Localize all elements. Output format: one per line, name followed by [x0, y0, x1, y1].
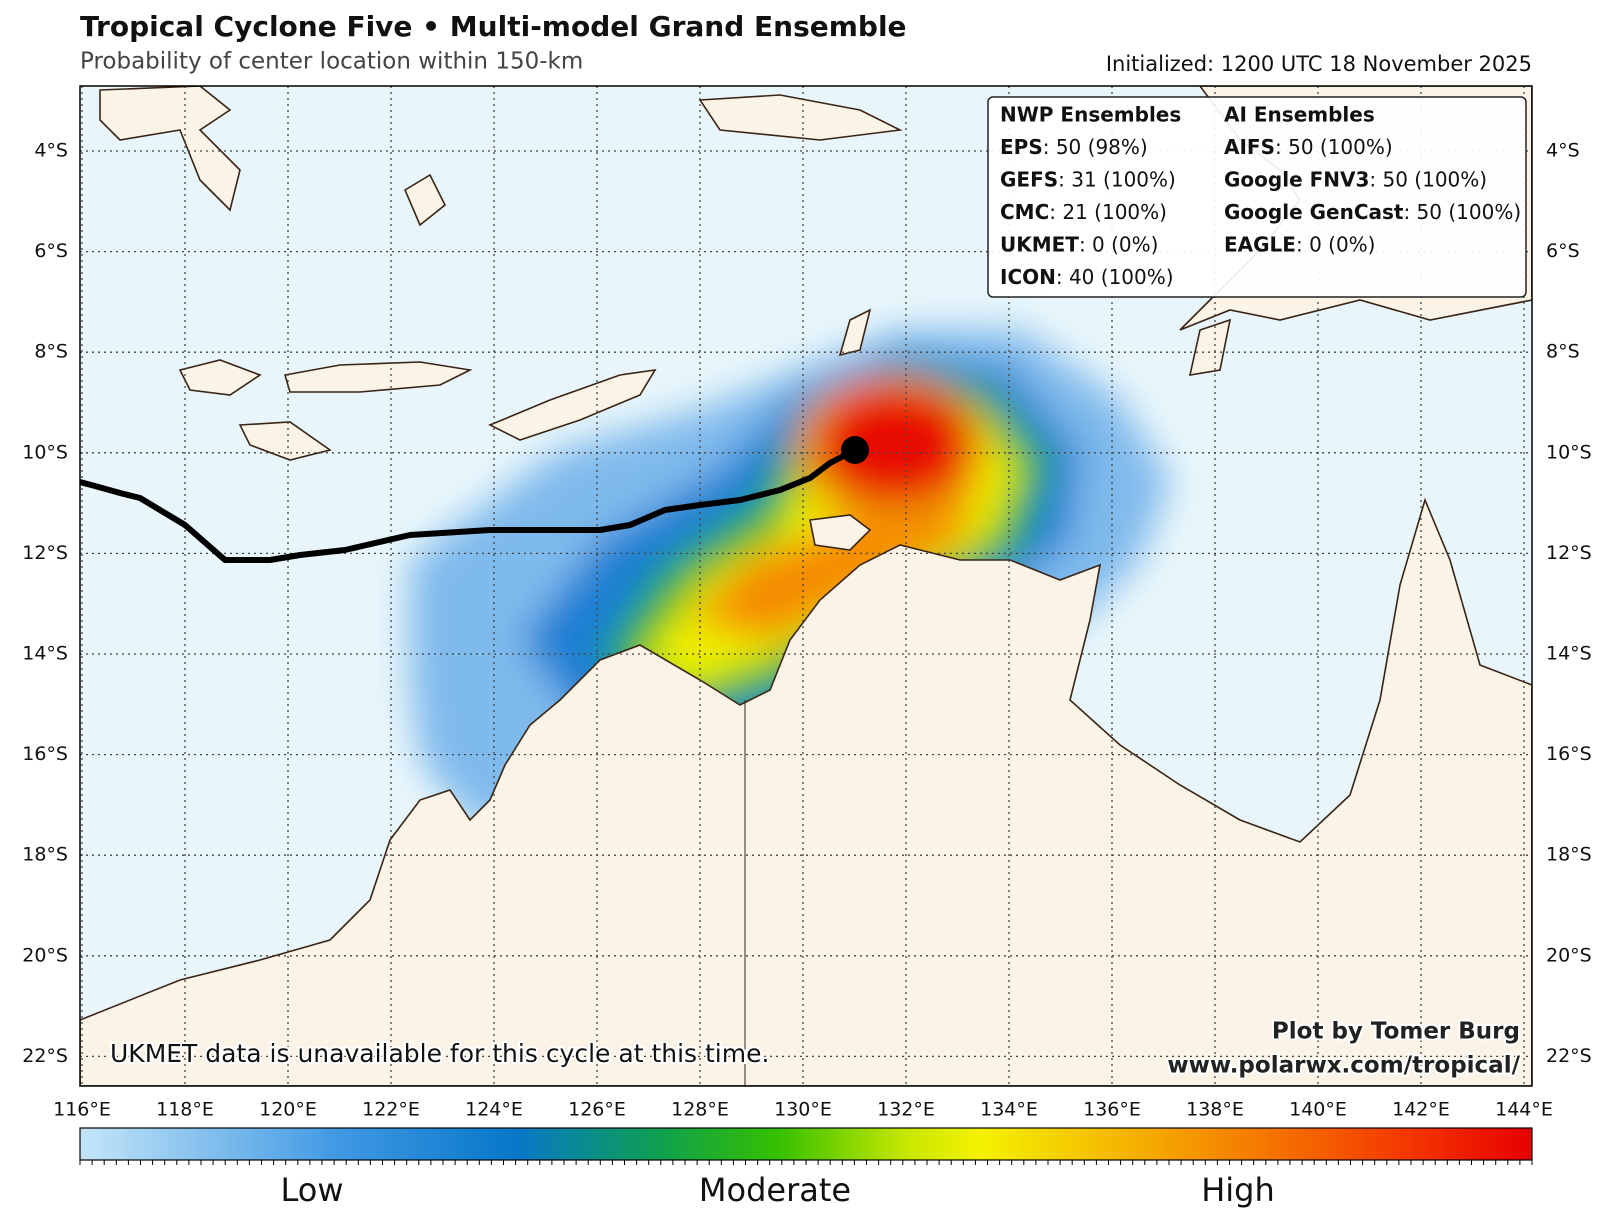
- colorbar: [79, 1127, 1533, 1161]
- lat-label-left: 12°S: [22, 542, 68, 564]
- model-name: Google GenCast: [1224, 200, 1404, 224]
- lon-label: 126°E: [568, 1099, 626, 1121]
- lat-label-left: 8°S: [34, 341, 68, 363]
- credit: Plot by Tomer Burg: [1272, 1019, 1520, 1045]
- model-name: AIFS: [1224, 135, 1275, 159]
- lat-label-left: 4°S: [34, 140, 68, 162]
- lat-label-right: 14°S: [1546, 643, 1592, 665]
- model-name: Google FNV3: [1224, 167, 1369, 191]
- lon-label: 142°E: [1392, 1099, 1450, 1121]
- legend-heading: AI Ensembles: [1224, 103, 1375, 127]
- australia: [80, 497, 1532, 1086]
- model-name: ICON: [1000, 265, 1056, 289]
- lon-label: 144°E: [1495, 1099, 1553, 1121]
- seram: [698, 94, 903, 141]
- lat-label-right: 16°S: [1546, 743, 1592, 765]
- lat-label-left: 10°S: [22, 441, 68, 463]
- legend-entry: AIFS: 50 (100%): [1224, 135, 1393, 159]
- legend-box: [987, 96, 1527, 298]
- legend-entry: Google GenCast: 50 (100%): [1224, 200, 1521, 224]
- legend-entry: ICON: 40 (100%): [1000, 265, 1174, 289]
- model-count: : 21 (100%): [1049, 200, 1167, 224]
- model-name: EPS: [1000, 135, 1043, 159]
- model-count: : 50 (100%): [1369, 167, 1487, 191]
- lon-label: 122°E: [362, 1099, 420, 1121]
- mean-track: [80, 447, 857, 563]
- lat-label-right: 12°S: [1546, 542, 1592, 564]
- lat-label-right: 10°S: [1546, 441, 1592, 463]
- legend-heading: NWP Ensembles: [1000, 103, 1181, 127]
- legend-entry: GEFS: 31 (100%): [1000, 167, 1176, 191]
- lon-label: 120°E: [259, 1099, 317, 1121]
- lat-label-right: 22°S: [1546, 1045, 1592, 1067]
- model-count: : 31 (100%): [1058, 167, 1176, 191]
- legend-entry: UKMET: 0 (0%): [1000, 232, 1158, 256]
- aru-islands: [1188, 318, 1232, 376]
- model-name: CMC: [1000, 200, 1049, 224]
- sumbawa: [178, 359, 262, 396]
- sumba: [238, 421, 332, 461]
- model-name: UKMET: [1000, 232, 1079, 256]
- lat-label-right: 8°S: [1546, 341, 1580, 363]
- colorbar-ticks: [79, 1160, 1533, 1165]
- map-frame: [79, 85, 1533, 1087]
- subtitle: Probability of center location within 15…: [80, 49, 583, 75]
- legend-entry: EPS: 50 (98%): [1000, 135, 1148, 159]
- model-count: : 50 (100%): [1403, 200, 1521, 224]
- lon-label: 124°E: [465, 1099, 523, 1121]
- model-count: : 0 (0%): [1079, 232, 1159, 256]
- lat-label-left: 6°S: [34, 240, 68, 262]
- legend-entry: EAGLE: 0 (0%): [1224, 232, 1375, 256]
- model-name: GEFS: [1000, 167, 1058, 191]
- graticule: [80, 86, 1532, 1086]
- lon-label: 132°E: [877, 1099, 935, 1121]
- lat-label-right: 18°S: [1546, 844, 1592, 866]
- colorbar-label: Moderate: [699, 1171, 851, 1209]
- lon-label: 134°E: [980, 1099, 1038, 1121]
- lat-label-left: 20°S: [22, 944, 68, 966]
- flores: [283, 361, 473, 393]
- lon-label: 118°E: [156, 1099, 214, 1121]
- timor: [488, 368, 657, 441]
- lat-label-right: 4°S: [1546, 140, 1580, 162]
- legend-entry: CMC: 21 (100%): [1000, 200, 1167, 224]
- sulawesi: [99, 86, 241, 212]
- melville-island: [809, 514, 872, 551]
- colorbar-label: Low: [280, 1171, 343, 1209]
- tanimbar: [838, 308, 872, 357]
- lat-label-left: 22°S: [22, 1045, 68, 1067]
- note: UKMET data is unavailable for this cycle…: [110, 1039, 769, 1068]
- lon-label: 130°E: [774, 1099, 832, 1121]
- lat-label-left: 14°S: [22, 643, 68, 665]
- legend-entry: Google FNV3: 50 (100%): [1224, 167, 1487, 191]
- model-name: EAGLE: [1224, 232, 1296, 256]
- title: Tropical Cyclone Five • Multi-model Gran…: [80, 10, 907, 43]
- buton-islands: [403, 173, 447, 227]
- model-count: : 50 (100%): [1275, 135, 1393, 159]
- legend: NWP Ensembles EPS: 50 (98%) GEFS: 31 (100%…: [1000, 103, 1521, 289]
- lon-label: 116°E: [53, 1099, 111, 1121]
- lat-label-left: 16°S: [22, 743, 68, 765]
- credit-url: www.polarwx.com/tropical/: [1167, 1053, 1520, 1079]
- lat-label-right: 20°S: [1546, 944, 1592, 966]
- model-count: : 40 (100%): [1056, 265, 1174, 289]
- lon-label: 140°E: [1289, 1099, 1347, 1121]
- lat-label-left: 18°S: [22, 844, 68, 866]
- lon-label: 136°E: [1083, 1099, 1141, 1121]
- initialized: Initialized: 1200 UTC 18 November 2025: [1106, 52, 1532, 76]
- model-count: : 50 (98%): [1043, 135, 1148, 159]
- lon-label: 138°E: [1186, 1099, 1244, 1121]
- lon-label: 128°E: [671, 1099, 729, 1121]
- model-count: : 0 (0%): [1296, 232, 1376, 256]
- lat-label-right: 6°S: [1546, 240, 1580, 262]
- initial-position: [841, 436, 869, 464]
- colorbar-label: High: [1201, 1171, 1275, 1209]
